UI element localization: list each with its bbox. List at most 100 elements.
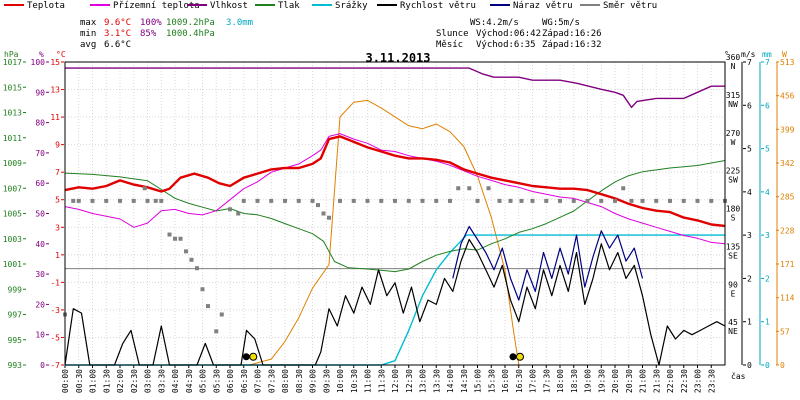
stat-max-pressure: 1009.2hPa [166,18,215,28]
time-tick-label: 04:30 [185,369,194,393]
stat-moon-set: Západ:16:32 [542,40,602,50]
series-line-n-raz-v-tru [452,225,644,301]
pressure-tick-label: 995 [8,336,23,345]
wind-direction-point [365,198,370,203]
stat-moon-label: Měsíc [436,40,463,50]
stat-wg: WG:5m/s [542,18,580,28]
time-tick-label: 01:30 [102,369,111,393]
pressure-tick-label: 1015 [3,83,22,92]
wind-direction-point [296,198,301,203]
time-tick-label: 18:30 [570,369,579,393]
time-tick-label: 10:00 [336,369,345,393]
wind-direction-point [467,186,472,191]
temperature-tick-label: 13 [50,86,60,95]
time-tick-label: 11:30 [377,369,386,393]
wind-direction-point [486,186,491,191]
pressure-tick-label: 993 [8,361,23,370]
wind-direction-point [206,304,210,309]
wind-direction-point [393,198,397,203]
wind-direction-point [321,211,326,216]
time-tick-label: 07:00 [254,369,263,393]
pressure-tick-label: 1001 [3,260,22,269]
direction-tick-degrees: 180 [726,205,741,214]
stat-max-humidity: 100% [140,18,162,28]
unit-percent: % [39,50,44,59]
pressure-tick-label: 999 [8,285,23,294]
time-tick-label: 00:30 [75,369,84,393]
direction-tick-degrees: 45 [728,318,738,327]
temperature-tick-label: -5 [50,333,60,342]
wind-direction-point [613,198,617,203]
wind-direction-point [178,236,183,241]
wind-direction-point [118,198,122,203]
solar-tick-label: 285 [780,193,795,202]
wind-direction-point [153,198,158,203]
temperature-tick-label: 5 [55,196,60,205]
wind-direction-point [241,198,246,203]
time-tick-label: 05:30 [212,369,221,393]
legend-naraz-vetru: Náraz větru [513,1,573,11]
axis-ticks: 00:00 00:30 01:00 01:30 02:00 02:30 03:00 03:30… [3,53,795,393]
unit-ms: m/s [741,50,756,59]
rain-tick-label: 4 [765,188,770,197]
wind-tick-label: 7 [747,58,752,67]
time-tick-label: 04:00 [171,369,180,393]
wind-direction-point [255,198,260,203]
time-tick-label: 16:00 [501,369,510,393]
plot-frame [64,61,726,366]
wind-direction-point [269,198,274,203]
unit-mm: mm [762,50,772,59]
legend-srazky: Srážky [335,1,368,11]
rain-tick-label: 2 [765,274,770,283]
wind-direction-point [189,257,194,262]
legend-rychlost-vetru: Rychlost větru [400,1,476,11]
pressure-tick-label: 1009 [3,159,22,168]
humidity-tick-label: 0 [40,361,45,370]
sun-event-dark [242,353,250,361]
stat-sun-label: Slunce [436,29,469,39]
series-line-p-zemn-teplota [64,133,726,245]
solar-tick-label: 0 [780,361,785,370]
humidity-tick-label: 100 [31,58,46,67]
wind-direction-point [406,198,411,203]
wind-direction-point [585,198,590,203]
time-tick-label: 11:00 [364,369,373,393]
solar-tick-label: 228 [780,226,795,235]
direction-tick-compass: S [731,214,736,223]
wind-direction-point [379,198,384,203]
humidity-tick-label: 90 [35,88,45,97]
wind-direction-point [497,198,502,203]
wind-direction-point [448,198,452,203]
wind-direction-point [184,249,188,254]
time-tick-label: 22:00 [666,369,675,393]
wind-direction-point [214,329,219,334]
solar-tick-label: 342 [780,159,795,168]
direction-tick-compass: E [731,289,736,298]
wind-direction-point [200,287,205,292]
series-line-rychlost-v-tru [64,238,726,366]
time-tick-label: 03:00 [144,369,153,393]
wind-direction-point [709,198,714,203]
wind-direction-point [599,198,604,203]
time-tick-label: 16:30 [515,369,524,393]
wind-tick-label: 3 [747,231,752,240]
wind-direction-point [167,232,172,237]
wind-direction-point [558,198,562,203]
temperature-tick-label: 3 [55,223,60,232]
time-tick-label: 13:00 [419,369,428,393]
stat-sun-rise: Východ:06:42 [476,29,541,39]
time-tick-label: 20:00 [611,369,620,393]
humidity-tick-label: 50 [35,210,45,219]
wind-direction-point [283,198,287,203]
wind-tick-label: 6 [747,101,752,110]
wind-tick-label: 2 [747,274,752,283]
time-tick-label: 02:00 [116,369,125,393]
time-tick-label: 07:30 [267,369,276,393]
direction-tick-degrees: 225 [726,167,741,176]
wind-direction-point [236,211,241,216]
sun-event-light [516,352,524,361]
pressure-tick-label: 1017 [3,58,22,67]
wind-direction-point [142,186,147,191]
direction-tick-degrees: 360 [726,53,741,62]
